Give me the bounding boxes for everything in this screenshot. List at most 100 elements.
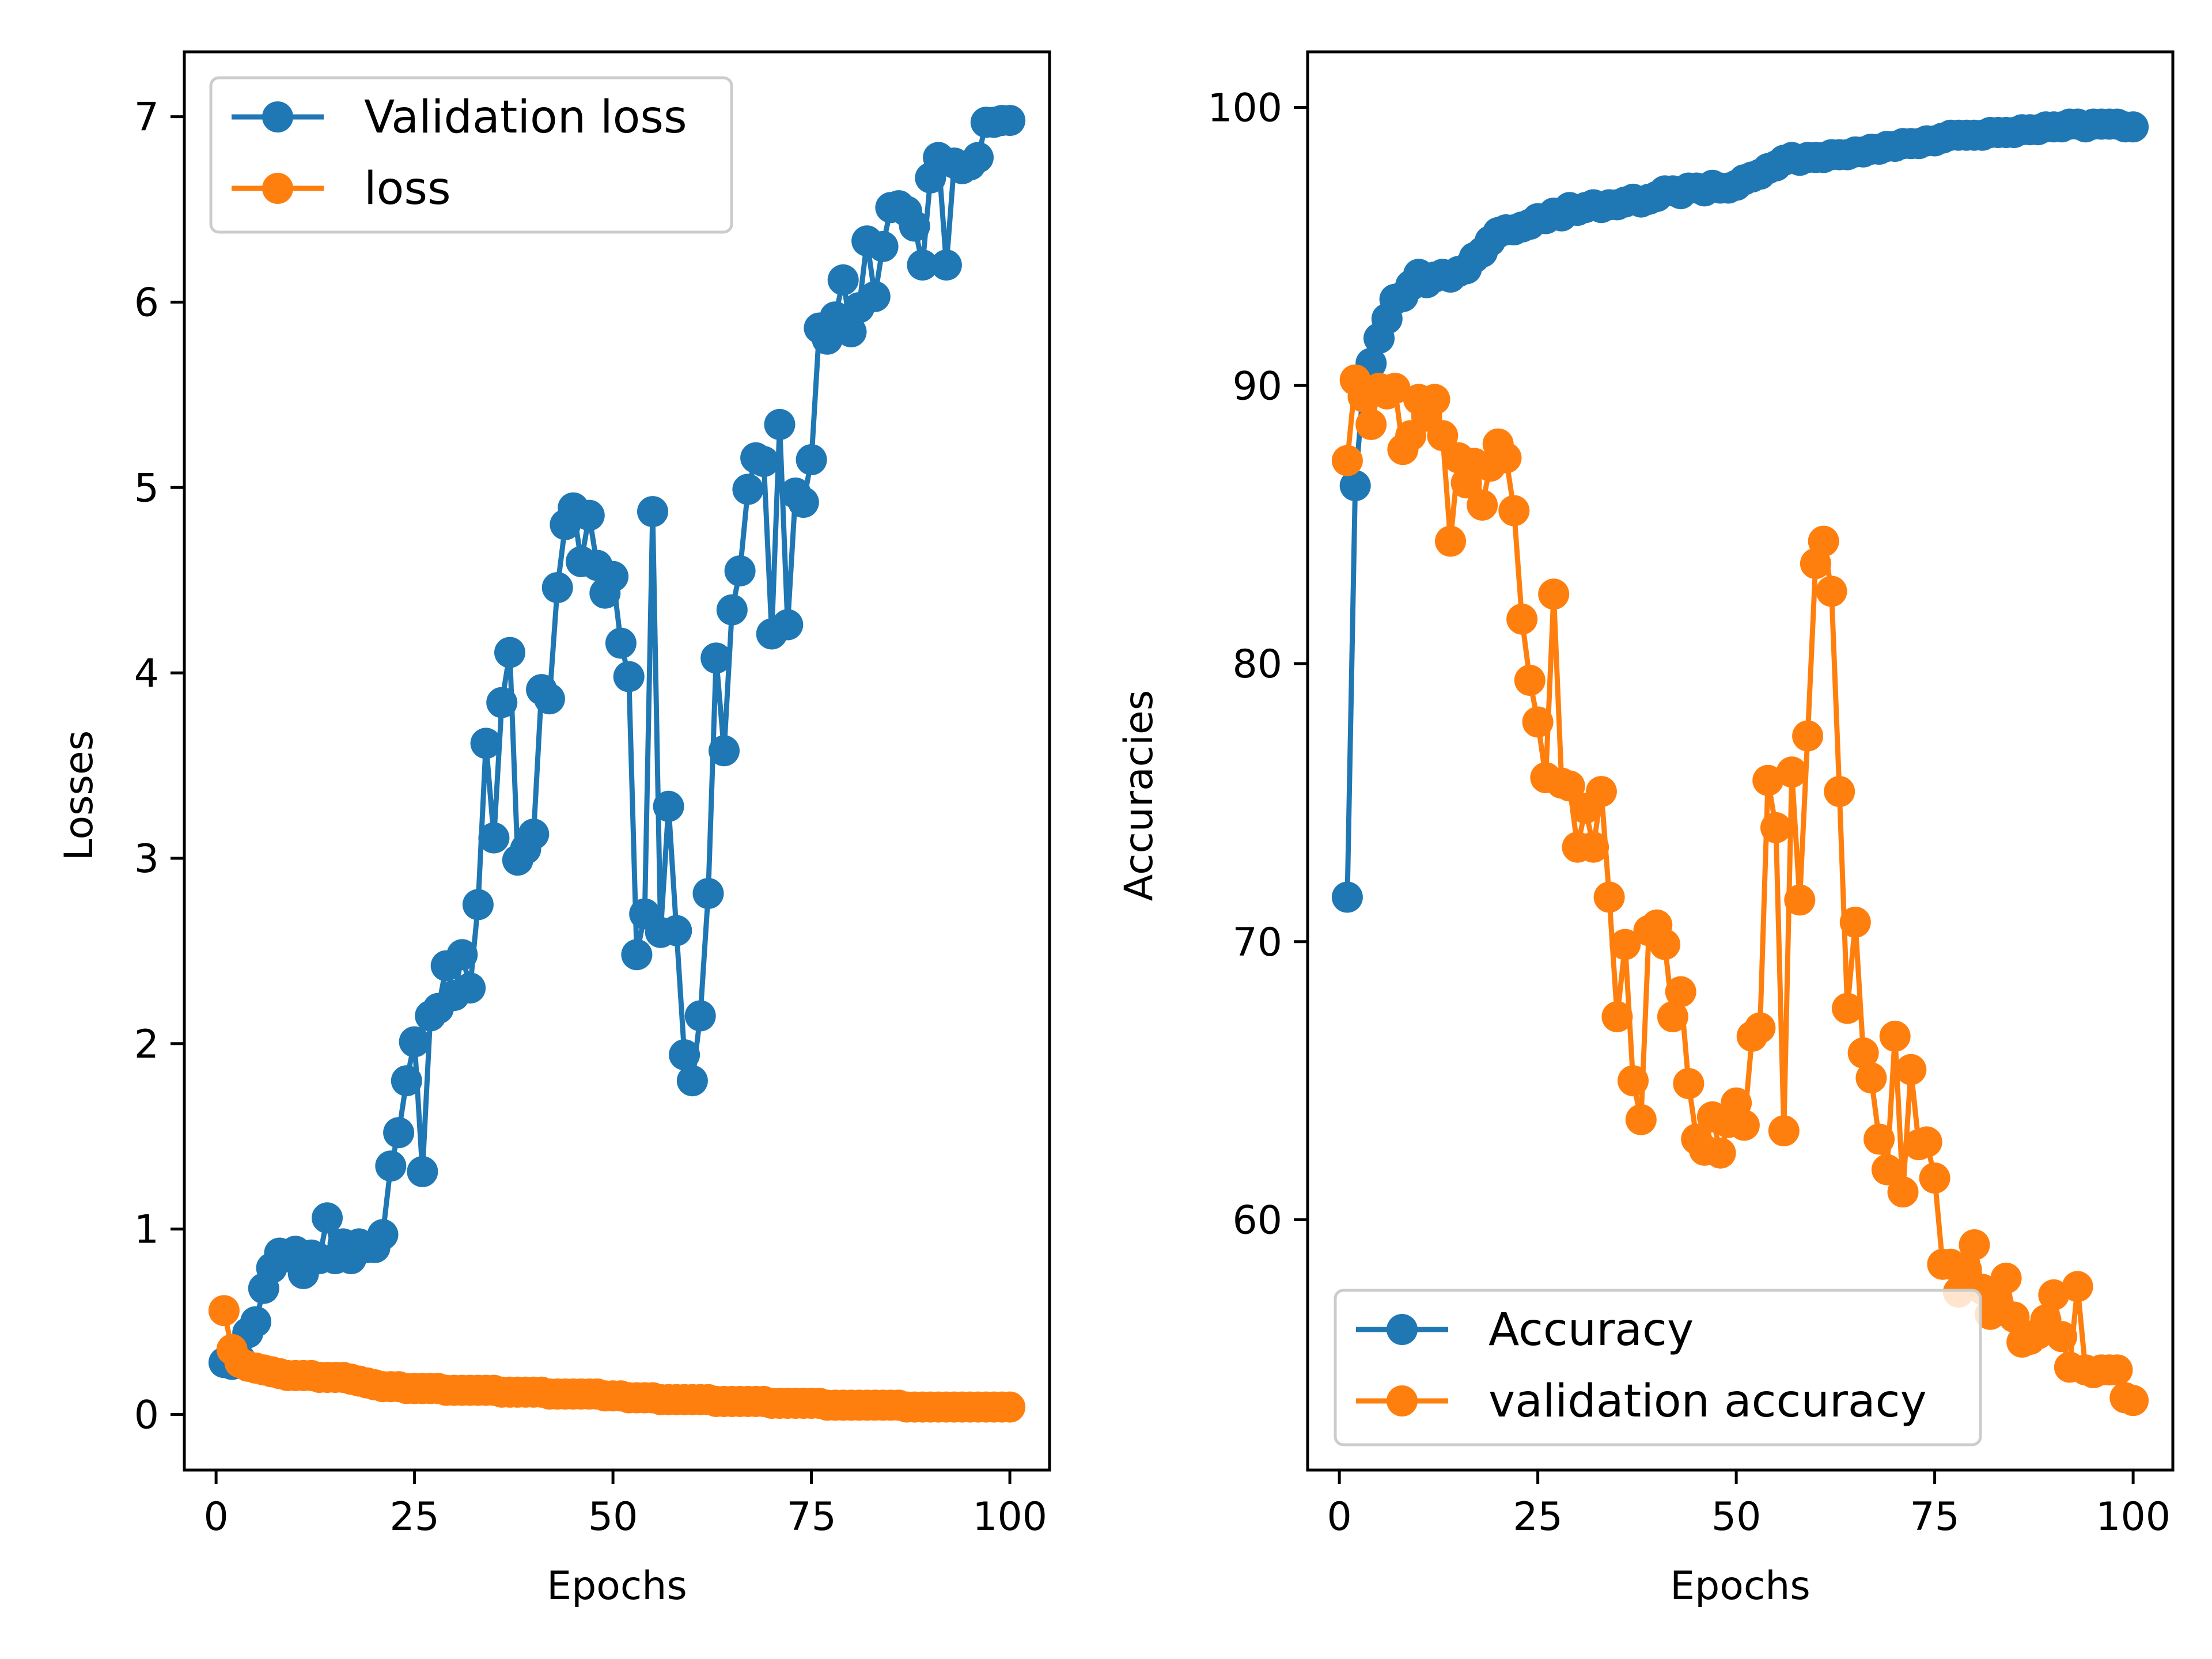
data-point [1847, 1037, 1879, 1069]
y-axis-label: Losses [56, 730, 102, 861]
data-point [1665, 976, 1696, 1007]
legend-marker [262, 101, 293, 132]
y-tick-label: 4 [134, 651, 159, 696]
data-point [676, 1065, 708, 1097]
data-point [994, 1391, 1026, 1423]
x-tick-label: 100 [2096, 1494, 2171, 1540]
data-point [1506, 603, 1538, 635]
series-1 [208, 1295, 1026, 1423]
data-point [1673, 1068, 1705, 1099]
data-point [1554, 770, 1585, 802]
legend-frame [209, 76, 733, 234]
data-point [1593, 881, 1625, 913]
data-point [796, 444, 827, 475]
legend-label: Validation loss [364, 92, 687, 143]
y-tick-label: 90 [1232, 363, 1282, 409]
legend-frame [1334, 1289, 1982, 1446]
series-1 [1331, 364, 2149, 1416]
x-tick-label: 25 [389, 1494, 440, 1540]
plot-area [1306, 50, 2175, 1472]
data-point [684, 1000, 716, 1032]
data-point [312, 1202, 343, 1234]
data-point [1808, 525, 1839, 557]
data-point [1331, 445, 1363, 476]
data-point [1776, 756, 1808, 788]
data-point [518, 819, 550, 850]
data-point [1618, 1065, 1649, 1097]
data-point [391, 1065, 422, 1097]
data-point [835, 316, 867, 347]
data-point [1919, 1162, 1950, 1194]
x-tick-label: 50 [1711, 1494, 1762, 1540]
data-point [963, 142, 994, 173]
legend: Accuracy validation accuracy [1334, 1289, 1982, 1446]
x-tick-label: 100 [972, 1494, 1047, 1540]
data-point [692, 878, 724, 910]
data-point [208, 1295, 240, 1327]
data-point [1522, 706, 1554, 738]
y-axis-label: Accuracies [1116, 690, 1162, 901]
data-point [621, 939, 653, 971]
losses-chart: 0 25 50 75 100 0 1 2 3 4 5 6 7 Epochs Losses Validation… [56, 50, 1051, 1609]
data-point [669, 1039, 700, 1071]
data-point [1839, 907, 1871, 938]
data-point [1498, 495, 1530, 527]
data-point [533, 683, 565, 715]
data-point [1657, 1001, 1688, 1033]
legend-marker [1387, 1385, 1418, 1416]
data-point [613, 661, 645, 692]
x-tick-label: 50 [588, 1494, 638, 1540]
y-tick-label: 0 [134, 1392, 159, 1438]
data-point [2101, 1354, 2133, 1386]
data-point [1824, 776, 1855, 808]
data-point [867, 230, 899, 262]
y-tick-label: 100 [1207, 86, 1282, 131]
data-point [1538, 578, 1570, 610]
data-point [1379, 373, 1411, 404]
data-point [907, 249, 938, 281]
x-axis-label: Epochs [1670, 1563, 1810, 1609]
data-point [1427, 420, 1459, 452]
x-tick-label: 0 [203, 1494, 228, 1540]
data-point [462, 889, 494, 921]
x-tick-label: 75 [1910, 1494, 1960, 1540]
data-point [2062, 1271, 2093, 1302]
data-point [1609, 929, 1641, 960]
y-tick-label: 80 [1232, 642, 1282, 687]
x-tick-label: 0 [1327, 1494, 1351, 1540]
data-point [2038, 1279, 2070, 1310]
data-point [2118, 111, 2149, 143]
y-tick-label: 3 [134, 836, 159, 882]
data-point [240, 1306, 271, 1338]
data-point [732, 474, 764, 505]
data-point [700, 642, 732, 674]
y-tick-label: 7 [134, 95, 159, 141]
data-point [1792, 720, 1824, 752]
data-point [1855, 1062, 1887, 1094]
data-point [653, 790, 684, 822]
data-point [1784, 884, 1816, 916]
data-point [1514, 665, 1546, 696]
y-tick-label: 70 [1232, 920, 1282, 965]
data-point [1911, 1126, 1942, 1158]
data-point [827, 264, 859, 296]
data-point [478, 822, 510, 854]
data-point [1998, 1301, 2030, 1333]
data-point [1419, 384, 1450, 415]
data-point [1871, 1154, 1903, 1185]
data-point [637, 496, 668, 528]
data-point [899, 210, 930, 242]
data-point [787, 487, 819, 518]
data-point [399, 1026, 430, 1058]
data-point [407, 1156, 438, 1187]
data-point [2046, 1321, 2078, 1353]
data-point [494, 637, 525, 668]
plot-area [183, 50, 1051, 1472]
data-point [748, 446, 779, 478]
data-point [1435, 525, 1466, 557]
data-point [375, 1150, 407, 1182]
data-point [486, 687, 518, 718]
x-tick-label: 25 [1513, 1494, 1563, 1540]
data-point [1578, 831, 1609, 863]
